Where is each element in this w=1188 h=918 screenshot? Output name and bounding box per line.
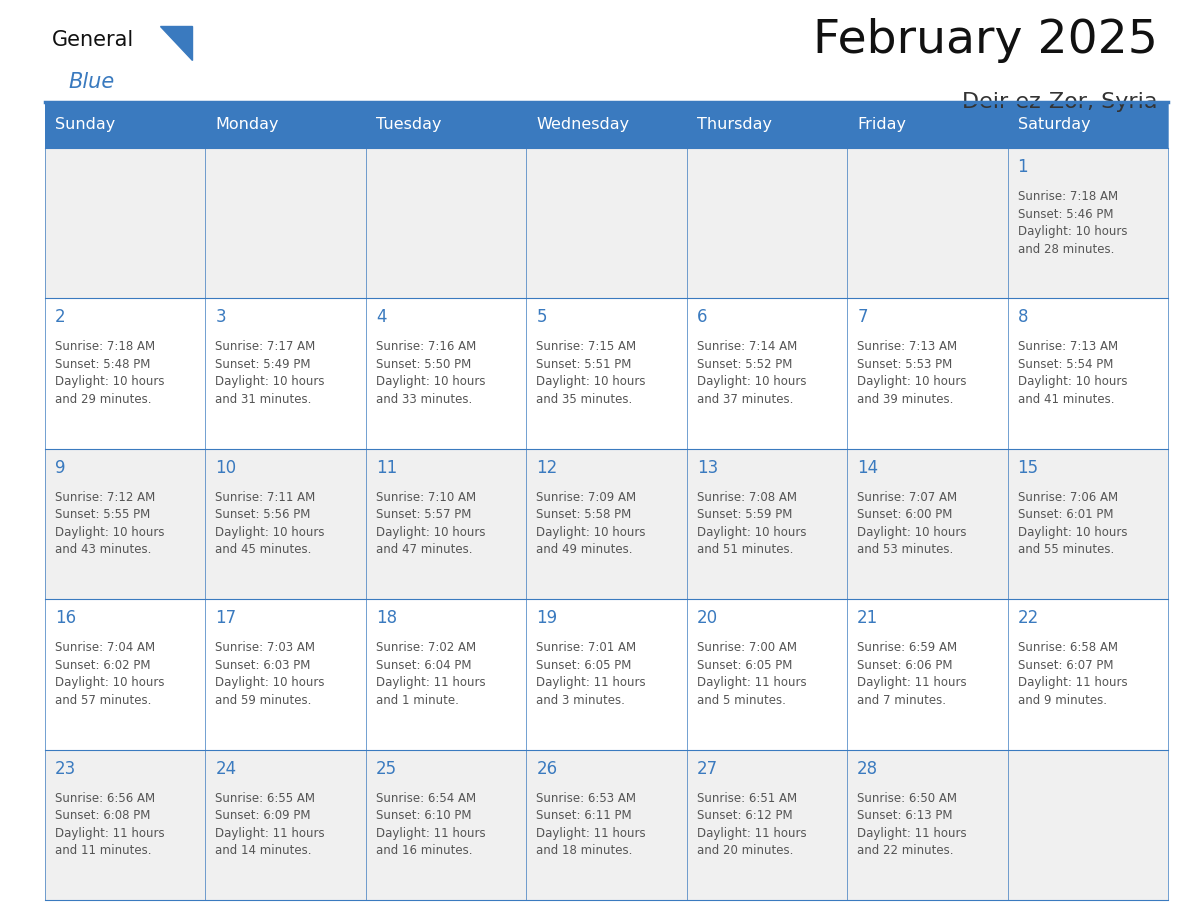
Text: 12: 12 [536, 459, 557, 476]
Text: Monday: Monday [215, 118, 279, 132]
Text: February 2025: February 2025 [813, 18, 1158, 63]
Text: Sunrise: 7:08 AM
Sunset: 5:59 PM
Daylight: 10 hours
and 51 minutes.: Sunrise: 7:08 AM Sunset: 5:59 PM Dayligh… [696, 491, 807, 556]
Text: 27: 27 [696, 759, 718, 778]
Text: 21: 21 [858, 610, 878, 627]
Text: 22: 22 [1018, 610, 1038, 627]
Text: Sunrise: 7:13 AM
Sunset: 5:53 PM
Daylight: 10 hours
and 39 minutes.: Sunrise: 7:13 AM Sunset: 5:53 PM Dayligh… [858, 341, 967, 406]
Text: 20: 20 [696, 610, 718, 627]
Text: Sunrise: 7:07 AM
Sunset: 6:00 PM
Daylight: 10 hours
and 53 minutes.: Sunrise: 7:07 AM Sunset: 6:00 PM Dayligh… [858, 491, 967, 556]
Text: Sunrise: 7:15 AM
Sunset: 5:51 PM
Daylight: 10 hours
and 35 minutes.: Sunrise: 7:15 AM Sunset: 5:51 PM Dayligh… [536, 341, 646, 406]
Text: 5: 5 [536, 308, 546, 327]
Text: 19: 19 [536, 610, 557, 627]
Bar [45, 148, 1168, 298]
Text: Sunrise: 7:11 AM
Sunset: 5:56 PM
Daylight: 10 hours
and 45 minutes.: Sunrise: 7:11 AM Sunset: 5:56 PM Dayligh… [215, 491, 326, 556]
Text: Sunrise: 6:54 AM
Sunset: 6:10 PM
Daylight: 11 hours
and 16 minutes.: Sunrise: 6:54 AM Sunset: 6:10 PM Dayligh… [375, 791, 486, 857]
Bar [45, 449, 1168, 599]
Text: 17: 17 [215, 610, 236, 627]
Text: Sunrise: 7:01 AM
Sunset: 6:05 PM
Daylight: 11 hours
and 3 minutes.: Sunrise: 7:01 AM Sunset: 6:05 PM Dayligh… [536, 641, 646, 707]
Text: 25: 25 [375, 759, 397, 778]
Text: Sunrise: 7:00 AM
Sunset: 6:05 PM
Daylight: 11 hours
and 5 minutes.: Sunrise: 7:00 AM Sunset: 6:05 PM Dayligh… [696, 641, 807, 707]
Text: Sunrise: 7:02 AM
Sunset: 6:04 PM
Daylight: 11 hours
and 1 minute.: Sunrise: 7:02 AM Sunset: 6:04 PM Dayligh… [375, 641, 486, 707]
Text: Sunrise: 6:56 AM
Sunset: 6:08 PM
Daylight: 11 hours
and 11 minutes.: Sunrise: 6:56 AM Sunset: 6:08 PM Dayligh… [55, 791, 165, 857]
Text: Sunrise: 7:16 AM
Sunset: 5:50 PM
Daylight: 10 hours
and 33 minutes.: Sunrise: 7:16 AM Sunset: 5:50 PM Dayligh… [375, 341, 486, 406]
Bar [45, 599, 1168, 750]
Text: General: General [52, 30, 134, 50]
Text: 8: 8 [1018, 308, 1028, 327]
Text: Sunrise: 7:18 AM
Sunset: 5:48 PM
Daylight: 10 hours
and 29 minutes.: Sunrise: 7:18 AM Sunset: 5:48 PM Dayligh… [55, 341, 164, 406]
Text: Sunrise: 7:13 AM
Sunset: 5:54 PM
Daylight: 10 hours
and 41 minutes.: Sunrise: 7:13 AM Sunset: 5:54 PM Dayligh… [1018, 341, 1127, 406]
Text: Sunrise: 7:17 AM
Sunset: 5:49 PM
Daylight: 10 hours
and 31 minutes.: Sunrise: 7:17 AM Sunset: 5:49 PM Dayligh… [215, 341, 326, 406]
Text: 9: 9 [55, 459, 65, 476]
Text: 4: 4 [375, 308, 386, 327]
Text: 23: 23 [55, 759, 76, 778]
Text: 2: 2 [55, 308, 65, 327]
Text: Sunrise: 6:58 AM
Sunset: 6:07 PM
Daylight: 11 hours
and 9 minutes.: Sunrise: 6:58 AM Sunset: 6:07 PM Dayligh… [1018, 641, 1127, 707]
Text: 1: 1 [1018, 158, 1028, 176]
Text: 28: 28 [858, 759, 878, 778]
Text: Sunrise: 7:04 AM
Sunset: 6:02 PM
Daylight: 10 hours
and 57 minutes.: Sunrise: 7:04 AM Sunset: 6:02 PM Dayligh… [55, 641, 164, 707]
Polygon shape [160, 26, 192, 60]
Text: 18: 18 [375, 610, 397, 627]
Text: Sunrise: 6:50 AM
Sunset: 6:13 PM
Daylight: 11 hours
and 22 minutes.: Sunrise: 6:50 AM Sunset: 6:13 PM Dayligh… [858, 791, 967, 857]
Text: 10: 10 [215, 459, 236, 476]
Text: Sunrise: 7:06 AM
Sunset: 6:01 PM
Daylight: 10 hours
and 55 minutes.: Sunrise: 7:06 AM Sunset: 6:01 PM Dayligh… [1018, 491, 1127, 556]
Text: Sunrise: 6:53 AM
Sunset: 6:11 PM
Daylight: 11 hours
and 18 minutes.: Sunrise: 6:53 AM Sunset: 6:11 PM Dayligh… [536, 791, 646, 857]
Text: 11: 11 [375, 459, 397, 476]
Text: Sunrise: 6:59 AM
Sunset: 6:06 PM
Daylight: 11 hours
and 7 minutes.: Sunrise: 6:59 AM Sunset: 6:06 PM Dayligh… [858, 641, 967, 707]
Text: Sunrise: 7:12 AM
Sunset: 5:55 PM
Daylight: 10 hours
and 43 minutes.: Sunrise: 7:12 AM Sunset: 5:55 PM Dayligh… [55, 491, 164, 556]
Text: Sunday: Sunday [55, 118, 115, 132]
Text: 16: 16 [55, 610, 76, 627]
Text: Tuesday: Tuesday [375, 118, 442, 132]
Text: Sunrise: 7:03 AM
Sunset: 6:03 PM
Daylight: 10 hours
and 59 minutes.: Sunrise: 7:03 AM Sunset: 6:03 PM Dayligh… [215, 641, 326, 707]
Text: 13: 13 [696, 459, 718, 476]
Text: Thursday: Thursday [696, 118, 772, 132]
Text: Sunrise: 7:10 AM
Sunset: 5:57 PM
Daylight: 10 hours
and 47 minutes.: Sunrise: 7:10 AM Sunset: 5:57 PM Dayligh… [375, 491, 486, 556]
Bar [45, 750, 1168, 900]
Text: Friday: Friday [858, 118, 906, 132]
Text: Sunrise: 7:09 AM
Sunset: 5:58 PM
Daylight: 10 hours
and 49 minutes.: Sunrise: 7:09 AM Sunset: 5:58 PM Dayligh… [536, 491, 646, 556]
Text: Blue: Blue [68, 72, 114, 92]
Bar [45, 298, 1168, 449]
Text: 26: 26 [536, 759, 557, 778]
Text: 7: 7 [858, 308, 867, 327]
Text: Sunrise: 6:55 AM
Sunset: 6:09 PM
Daylight: 11 hours
and 14 minutes.: Sunrise: 6:55 AM Sunset: 6:09 PM Dayligh… [215, 791, 326, 857]
Text: Sunrise: 7:14 AM
Sunset: 5:52 PM
Daylight: 10 hours
and 37 minutes.: Sunrise: 7:14 AM Sunset: 5:52 PM Dayligh… [696, 341, 807, 406]
Text: 24: 24 [215, 759, 236, 778]
Text: 15: 15 [1018, 459, 1038, 476]
Text: Sunrise: 7:18 AM
Sunset: 5:46 PM
Daylight: 10 hours
and 28 minutes.: Sunrise: 7:18 AM Sunset: 5:46 PM Dayligh… [1018, 190, 1127, 255]
Text: Sunrise: 6:51 AM
Sunset: 6:12 PM
Daylight: 11 hours
and 20 minutes.: Sunrise: 6:51 AM Sunset: 6:12 PM Dayligh… [696, 791, 807, 857]
Text: Wednesday: Wednesday [536, 118, 630, 132]
Bar [45, 102, 1168, 148]
Text: 14: 14 [858, 459, 878, 476]
Text: Deir ez-Zor, Syria: Deir ez-Zor, Syria [962, 92, 1158, 112]
Text: 3: 3 [215, 308, 226, 327]
Text: Saturday: Saturday [1018, 118, 1091, 132]
Text: 6: 6 [696, 308, 707, 327]
